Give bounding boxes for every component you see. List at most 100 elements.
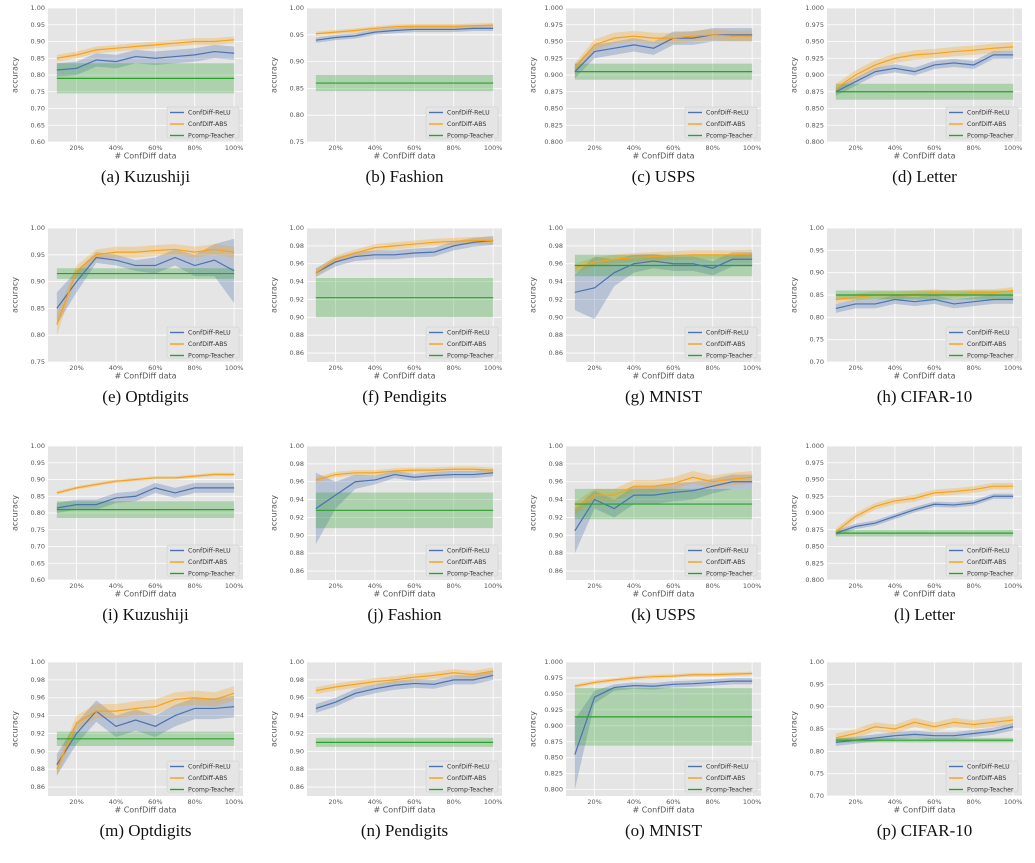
caption: (n) Pendigits (361, 821, 448, 840)
caption: (j) Fashion (367, 605, 442, 624)
x-tick-label: 60% (148, 144, 162, 152)
y-tick-label: 1.00 (31, 4, 45, 12)
legend-label: ConfDiff-ABS (447, 775, 486, 782)
chart: 0.800 0.825 0.850 0.875 0.900 0.925 0.950 0.975… (790, 442, 1023, 624)
y-tick-label: 0.86 (31, 783, 45, 791)
x-tick-label: 100% (225, 364, 244, 372)
y-tick-label: 0.975 (544, 21, 563, 29)
x-axis-label: # ConfDiff data (373, 372, 435, 381)
y-tick-label: 0.925 (544, 706, 563, 714)
x-tick-label: 80% (447, 582, 461, 590)
y-tick-label: 0.825 (544, 770, 563, 778)
legend-box (166, 106, 240, 139)
y-tick-label: 0.90 (290, 313, 304, 321)
y-tick-label: 0.875 (544, 738, 563, 746)
x-tick-label: 100% (1004, 582, 1023, 590)
chart: 0.86 0.88 0.90 0.92 0.94 0.96 0.98 1.00 20% 40% 60… (270, 442, 503, 624)
y-tick-label: 0.96 (31, 694, 45, 702)
x-tick-label: 60% (407, 582, 421, 590)
error-band (835, 50, 1014, 96)
y-axis-label: accuracy (529, 57, 538, 93)
x-tick-label: 60% (666, 582, 680, 590)
series-line (315, 472, 494, 510)
error-band (56, 686, 235, 777)
series-line (835, 719, 1014, 739)
series-line (315, 674, 494, 710)
y-tick-label: 0.92 (290, 729, 304, 737)
series-line (56, 473, 235, 494)
caption: (a) Kuzushiji (101, 167, 191, 186)
y-axis-label: accuracy (270, 711, 279, 747)
y-tick-label: 1.00 (549, 442, 563, 450)
y-tick-label: 0.85 (31, 54, 45, 62)
y-tick-label: 0.86 (549, 567, 563, 575)
caption: (p) CIFAR-10 (877, 821, 973, 840)
x-tick-label: 100% (743, 364, 762, 372)
y-tick-label: 0.850 (805, 105, 824, 113)
y-tick-label: 1.000 (544, 658, 563, 666)
x-tick-label: 60% (407, 364, 421, 372)
y-tick-label: 0.825 (805, 121, 824, 129)
y-tick-label: 0.90 (290, 58, 304, 66)
y-tick-label: 0.85 (810, 291, 824, 299)
y-tick-label: 0.975 (805, 21, 824, 29)
legend-label: ConfDiff-ReLU (188, 110, 231, 117)
x-tick-label: 80% (967, 582, 981, 590)
y-tick-label: 0.60 (31, 576, 45, 584)
series-line (835, 46, 1014, 89)
error-band (835, 295, 1014, 313)
x-axis-label: # ConfDiff data (893, 806, 955, 815)
y-tick-label: 0.80 (290, 111, 304, 119)
y-axis-label: accuracy (529, 495, 538, 531)
x-tick-label: 80% (447, 798, 461, 806)
x-tick-label: 80% (188, 582, 202, 590)
x-tick-label: 80% (447, 144, 461, 152)
y-tick-label: 0.96 (290, 478, 304, 486)
series-line (574, 680, 753, 755)
legend-label: ConfDiff-ABS (706, 559, 745, 566)
legend-label: Pcomp-Teacher (967, 133, 1014, 140)
x-tick-label: 80% (706, 144, 720, 152)
x-tick-label: 80% (188, 364, 202, 372)
x-tick-label: 20% (848, 798, 862, 806)
x-axis-label: # ConfDiff data (632, 590, 694, 599)
caption: (e) Optdigits (102, 387, 188, 406)
series-line (574, 34, 753, 73)
y-tick-label: 1.00 (290, 658, 304, 666)
legend-label: Pcomp-Teacher (967, 353, 1014, 360)
y-tick-label: 0.88 (290, 549, 304, 557)
chart: 0.800 0.825 0.850 0.875 0.900 0.925 0.950 0.975… (790, 4, 1023, 186)
error-band (56, 238, 235, 325)
y-tick-label: 1.00 (31, 442, 45, 450)
legend-box (166, 326, 240, 359)
y-tick-label: 1.000 (805, 442, 824, 450)
series-line (574, 476, 753, 510)
series-line (56, 50, 235, 71)
y-tick-label: 0.65 (31, 559, 45, 567)
y-tick-label: 0.850 (544, 754, 563, 762)
chart: 0.86 0.88 0.90 0.92 0.94 0.96 0.98 1.00 20% 40% 60… (270, 658, 503, 840)
x-tick-label: 20% (587, 798, 601, 806)
x-tick-label: 40% (109, 364, 123, 372)
x-tick-label: 80% (967, 364, 981, 372)
x-tick-label: 100% (1004, 364, 1023, 372)
chart: 0.70 0.75 0.80 0.85 0.90 0.95 1.00 20% 40% 60% 80%… (790, 224, 1023, 406)
y-axis-label: accuracy (529, 277, 538, 313)
y-tick-label: 0.950 (805, 476, 824, 484)
x-tick-label: 100% (484, 798, 503, 806)
x-tick-label: 20% (69, 144, 83, 152)
error-band (835, 42, 1014, 94)
y-tick-label: 1.00 (31, 224, 45, 232)
y-tick-label: 0.75 (290, 138, 304, 146)
y-tick-label: 0.98 (549, 460, 563, 468)
legend-label: ConfDiff-ReLU (706, 110, 749, 117)
legend-box (945, 326, 1019, 359)
x-tick-label: 80% (967, 798, 981, 806)
y-tick-label: 0.98 (290, 460, 304, 468)
y-tick-label: 0.95 (31, 251, 45, 259)
y-axis-label: accuracy (790, 57, 799, 93)
y-axis-label: accuracy (270, 495, 279, 531)
y-tick-label: 0.90 (549, 313, 563, 321)
x-tick-label: 100% (743, 582, 762, 590)
caption: (l) Letter (894, 605, 955, 624)
